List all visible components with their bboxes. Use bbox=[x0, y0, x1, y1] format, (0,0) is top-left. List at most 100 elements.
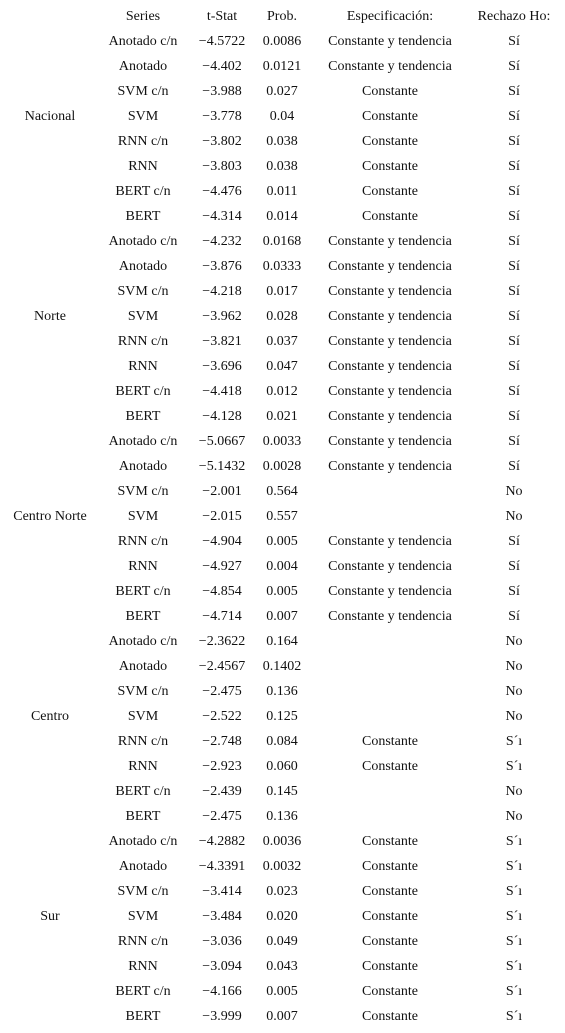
prob-cell: 0.011 bbox=[267, 184, 298, 199]
series-cell: Anotado bbox=[119, 859, 167, 874]
reject-cell: Sí bbox=[508, 84, 520, 99]
prob-cell: 0.047 bbox=[266, 359, 298, 374]
header-cell: Especificación: bbox=[347, 9, 433, 24]
series-cell: RNN bbox=[128, 759, 158, 774]
series-cell: SVM bbox=[128, 309, 159, 324]
t-stat-cell: −4.314 bbox=[202, 209, 241, 224]
prob-cell: 0.084 bbox=[266, 734, 298, 749]
series-cell: SVM bbox=[128, 509, 159, 524]
t-stat-cell: −2.522 bbox=[202, 709, 241, 724]
prob-cell: 0.005 bbox=[266, 984, 298, 999]
spec-cell: Constante y tendencia bbox=[328, 609, 452, 624]
reject-cell: Sí bbox=[508, 409, 520, 424]
t-stat-cell: −4.418 bbox=[202, 384, 241, 399]
series-cell: Anotado c/n bbox=[109, 34, 178, 49]
prob-cell: 0.136 bbox=[266, 684, 298, 699]
prob-cell: 0.0168 bbox=[263, 234, 302, 249]
region-label: Centro Norte bbox=[13, 509, 86, 524]
series-cell: RNN bbox=[128, 159, 158, 174]
prob-cell: 0.0028 bbox=[263, 459, 302, 474]
t-stat-cell: −4.3391 bbox=[199, 859, 245, 874]
spec-cell: Constante bbox=[362, 734, 418, 749]
spec-cell: Constante bbox=[362, 134, 418, 149]
series-cell: RNN c/n bbox=[118, 934, 168, 949]
t-stat-cell: −2.475 bbox=[202, 684, 241, 699]
t-stat-cell: −2.923 bbox=[202, 759, 241, 774]
prob-cell: 0.0086 bbox=[263, 34, 302, 49]
reject-cell: No bbox=[505, 659, 522, 674]
prob-cell: 0.004 bbox=[266, 559, 298, 574]
t-stat-cell: −3.414 bbox=[202, 884, 241, 899]
prob-cell: 0.043 bbox=[266, 959, 298, 974]
t-stat-cell: −3.778 bbox=[202, 109, 241, 124]
header-cell: Prob. bbox=[267, 9, 297, 24]
t-stat-cell: −4.166 bbox=[202, 984, 241, 999]
reject-cell: S´ı bbox=[506, 959, 522, 974]
series-cell: BERT bbox=[126, 609, 161, 624]
spec-cell: Constante bbox=[362, 909, 418, 924]
t-stat-cell: −3.696 bbox=[202, 359, 241, 374]
series-cell: BERT c/n bbox=[115, 984, 170, 999]
spec-cell: Constante y tendencia bbox=[328, 409, 452, 424]
prob-cell: 0.145 bbox=[266, 784, 298, 799]
prob-cell: 0.038 bbox=[266, 134, 298, 149]
spec-cell: Constante y tendencia bbox=[328, 434, 452, 449]
series-cell: RNN bbox=[128, 959, 158, 974]
prob-cell: 0.0121 bbox=[263, 59, 302, 74]
series-cell: SVM c/n bbox=[118, 884, 169, 899]
prob-cell: 0.020 bbox=[266, 909, 298, 924]
prob-cell: 0.027 bbox=[266, 84, 298, 99]
spec-cell: Constante y tendencia bbox=[328, 334, 452, 349]
reject-cell: No bbox=[505, 809, 522, 824]
header-cell: Series bbox=[126, 9, 160, 24]
series-cell: BERT c/n bbox=[115, 784, 170, 799]
series-cell: RNN bbox=[128, 559, 158, 574]
spec-cell: Constante bbox=[362, 1009, 418, 1024]
series-cell: SVM bbox=[128, 909, 159, 924]
region-label: Sur bbox=[40, 909, 60, 924]
reject-cell: Sí bbox=[508, 34, 520, 49]
prob-cell: 0.038 bbox=[266, 159, 298, 174]
reject-cell: Sí bbox=[508, 609, 520, 624]
series-cell: SVM c/n bbox=[118, 284, 169, 299]
reject-cell: S´ı bbox=[506, 1009, 522, 1024]
reject-cell: Sí bbox=[508, 359, 520, 374]
prob-cell: 0.136 bbox=[266, 809, 298, 824]
prob-cell: 0.557 bbox=[266, 509, 298, 524]
spec-cell: Constante bbox=[362, 209, 418, 224]
spec-cell: Constante bbox=[362, 84, 418, 99]
series-cell: SVM bbox=[128, 709, 159, 724]
spec-cell: Constante bbox=[362, 859, 418, 874]
t-stat-cell: −3.876 bbox=[202, 259, 241, 274]
series-cell: SVM c/n bbox=[118, 684, 169, 699]
prob-cell: 0.125 bbox=[266, 709, 298, 724]
spec-cell: Constante bbox=[362, 959, 418, 974]
series-cell: Anotado c/n bbox=[109, 234, 178, 249]
t-stat-cell: −3.988 bbox=[202, 84, 241, 99]
region-label: Centro bbox=[31, 709, 69, 724]
prob-cell: 0.1402 bbox=[263, 659, 302, 674]
reject-cell: Sí bbox=[508, 59, 520, 74]
prob-cell: 0.014 bbox=[266, 209, 298, 224]
reject-cell: Sí bbox=[508, 259, 520, 274]
prob-cell: 0.005 bbox=[266, 584, 298, 599]
t-stat-cell: −4.2882 bbox=[199, 834, 245, 849]
reject-cell: No bbox=[505, 784, 522, 799]
t-stat-cell: −4.218 bbox=[202, 284, 241, 299]
series-cell: SVM bbox=[128, 109, 159, 124]
reject-cell: Sí bbox=[508, 384, 520, 399]
series-cell: BERT c/n bbox=[115, 384, 170, 399]
spec-cell: Constante y tendencia bbox=[328, 284, 452, 299]
prob-cell: 0.021 bbox=[266, 409, 298, 424]
spec-cell: Constante bbox=[362, 884, 418, 899]
t-stat-cell: −3.802 bbox=[202, 134, 241, 149]
prob-cell: 0.0032 bbox=[263, 859, 302, 874]
reject-cell: No bbox=[505, 684, 522, 699]
spec-cell: Constante bbox=[362, 159, 418, 174]
t-stat-cell: −4.904 bbox=[202, 534, 241, 549]
spec-cell: Constante y tendencia bbox=[328, 309, 452, 324]
reject-cell: S´ı bbox=[506, 759, 522, 774]
t-stat-cell: −4.128 bbox=[202, 409, 241, 424]
spec-cell: Constante y tendencia bbox=[328, 259, 452, 274]
